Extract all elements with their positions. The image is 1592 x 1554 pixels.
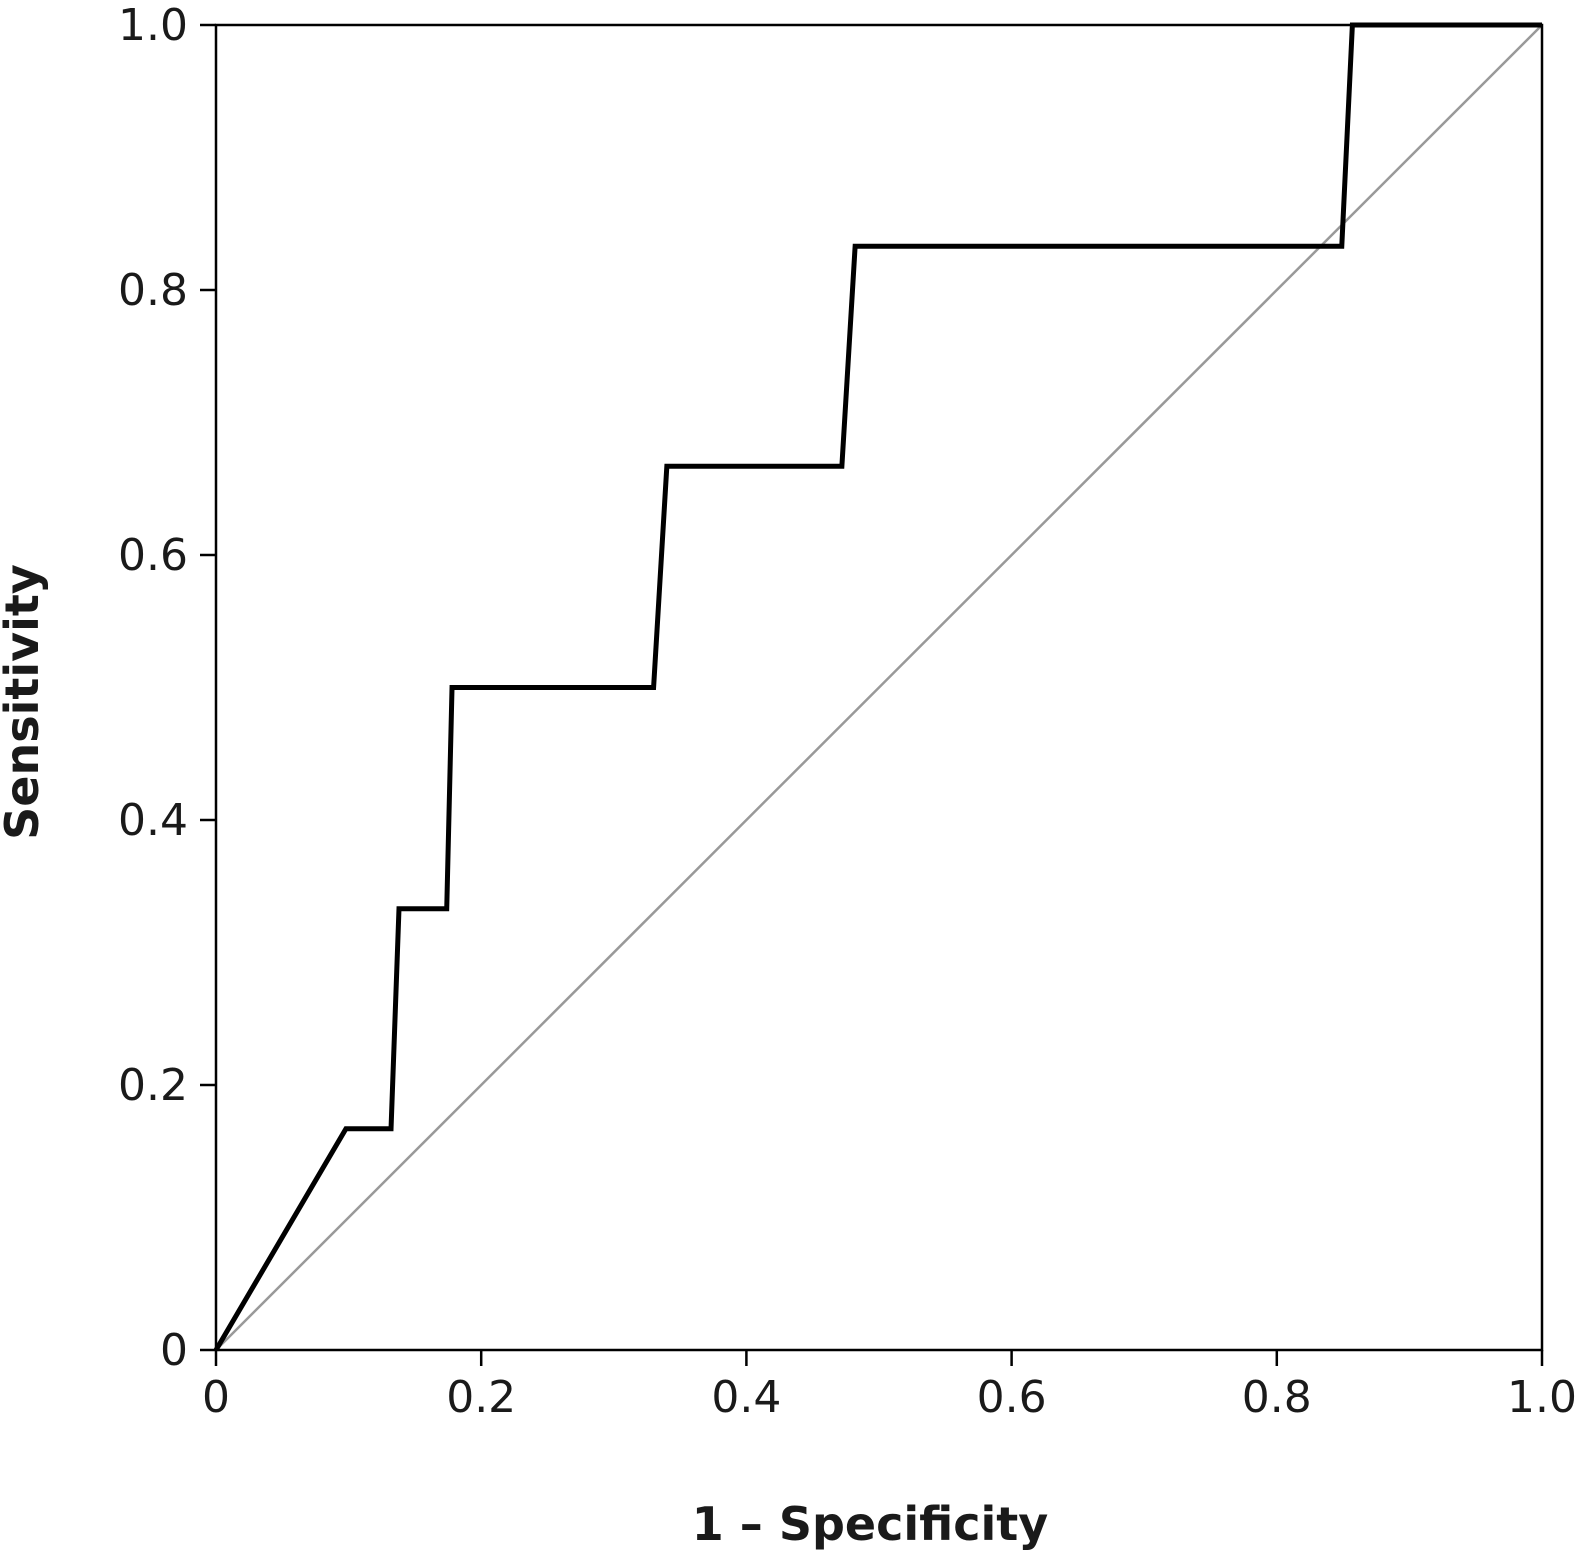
x-tick-label: 0.4 — [711, 1372, 781, 1423]
roc-curve-layer — [213, 22, 1542, 1352]
y-axis-ticks: 0 0.2 0.4 0.6 0.8 1.0 — [118, 0, 216, 1376]
x-axis-ticks: 0 0.2 0.4 0.6 0.8 1.0 — [202, 1350, 1577, 1423]
y-tick-label: 0.8 — [118, 265, 188, 316]
plot-frame — [214, 23, 1544, 1352]
x-tick-label: 0.8 — [1242, 1372, 1312, 1423]
x-tick-label: 1.0 — [1507, 1372, 1577, 1423]
y-tick-label: 0.2 — [118, 1060, 188, 1111]
y-axis-title: Sensitivity — [0, 564, 49, 840]
x-axis-title: 1 – Specificity — [692, 1497, 1048, 1551]
y-tick-label: 0 — [160, 1325, 188, 1376]
x-tick-label: 0.2 — [446, 1372, 516, 1423]
x-tick-label: 0.6 — [977, 1372, 1047, 1423]
y-tick-label: 0.6 — [118, 530, 188, 581]
roc-curve-line — [213, 22, 1542, 1352]
y-tick-label: 1.0 — [118, 0, 188, 51]
y-tick-label: 0.4 — [118, 795, 188, 846]
x-tick-label: 0 — [202, 1372, 230, 1423]
